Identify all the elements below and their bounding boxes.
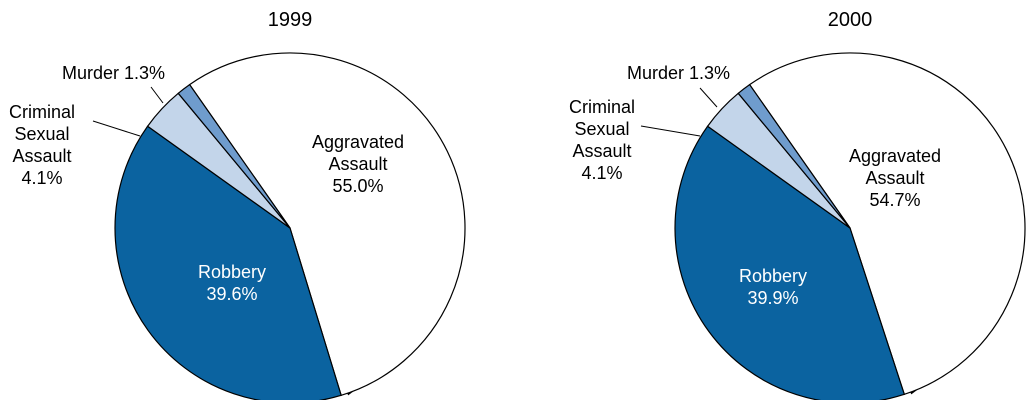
slice-label-robbery: Robbery 39.9% (739, 266, 807, 308)
slice-aggravated-assault (188, 52, 466, 397)
slice-label-murder: Murder 1.3% (627, 63, 730, 83)
slice-label-aggravated-assault: Aggravated Assault 55.0% (312, 132, 404, 196)
leader-line-criminal-sexual-assault (640, 125, 701, 137)
slice-aggravated-assault (748, 52, 1026, 396)
slice-murder (177, 83, 291, 229)
chart-title: 2000 (828, 9, 873, 31)
pie-1999: 1999 Aggravated Assault 55.0% Robbery 39.6% Cr… (9, 9, 466, 400)
leader-line-criminal-sexual-assault (92, 120, 141, 137)
leader-line-murder (150, 86, 164, 104)
slice-label-criminal-sexual-assault: Criminal Sexual Assault 4.1% (9, 102, 75, 188)
slice-label-robbery: Robbery 39.6% (198, 262, 266, 304)
leader-line-murder (699, 87, 718, 108)
slice-murder (737, 83, 851, 229)
pie-2000: 2000 Aggravated Assault 54.7% Robbery 39.9% Cr… (569, 9, 1026, 400)
slice-label-murder: Murder 1.3% (62, 63, 165, 83)
slice-label-aggravated-assault: Aggravated Assault 54.7% (849, 146, 941, 210)
slice-label-criminal-sexual-assault: Criminal Sexual Assault 4.1% (569, 97, 635, 183)
slice-robbery (674, 125, 906, 400)
chart-title: 1999 (268, 9, 313, 31)
slice-robbery (114, 125, 342, 400)
